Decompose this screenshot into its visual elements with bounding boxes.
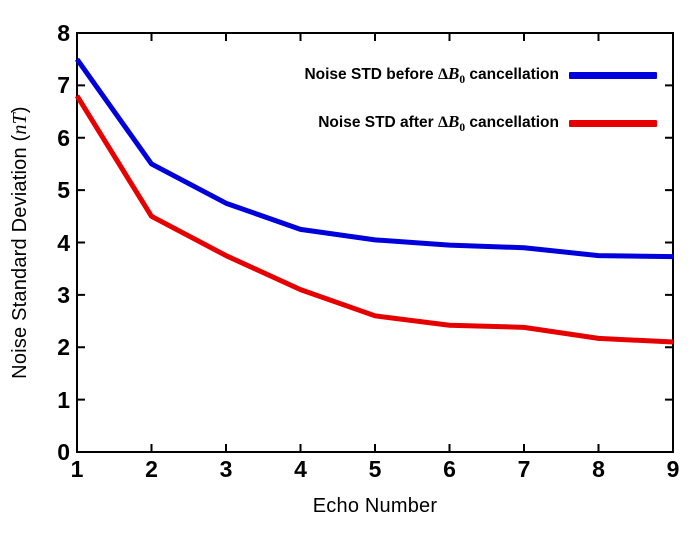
b-subscript: 0 (459, 74, 466, 87)
x-axis-label: Echo Number (312, 495, 438, 517)
y-tick-label: 4 (57, 229, 70, 256)
y-tick-label: 1 (57, 386, 70, 413)
legend: Noise STD before ΔB0 cancellation Noise … (304, 60, 657, 139)
y-tick-label: 2 (57, 334, 70, 361)
x-tick-label: 7 (517, 456, 531, 482)
y-axis-label-text: Noise Standard Deviation (nT) (8, 106, 31, 379)
legend-entry-after: Noise STD after ΔB0 cancellation (304, 108, 657, 139)
delta-symbol: Δ (437, 66, 448, 84)
y-tick-label: 6 (57, 124, 70, 151)
series-line-1 (74, 94, 674, 345)
x-tick-label: 5 (368, 456, 382, 482)
x-tick-label: 6 (443, 456, 456, 482)
legend-swatch-after (569, 120, 657, 127)
y-tick-label: 8 (57, 20, 70, 46)
legend-entry-before: Noise STD before ΔB0 cancellation (304, 60, 657, 91)
legend-swatch-before (569, 72, 657, 79)
x-tick-label: 3 (219, 456, 233, 482)
b-variable: B (448, 64, 460, 84)
y-tick-label: 7 (57, 72, 70, 99)
y-tick-label: 0 (57, 439, 70, 465)
tick-marks (76, 32, 674, 453)
x-tick-label: 9 (666, 456, 680, 482)
b-variable: B (448, 112, 460, 132)
delta-symbol: Δ (437, 114, 448, 132)
nt-math-text: nT (8, 113, 31, 135)
y-axis-label: Noise Standard Deviation (nT) (0, 33, 40, 452)
legend-label-after: Noise STD after ΔB0 cancellation (318, 112, 559, 135)
y-tick-label: 3 (57, 281, 70, 308)
b-subscript: 0 (459, 122, 466, 135)
x-tick-label: 4 (294, 456, 307, 482)
x-tick-label: 8 (592, 456, 605, 482)
legend-label-before: Noise STD before ΔB0 cancellation (304, 64, 559, 87)
x-tick-label: 2 (145, 456, 158, 482)
y-tick-label: 5 (57, 177, 70, 204)
series-line-0 (74, 57, 674, 260)
x-tick-label: 1 (70, 456, 84, 482)
